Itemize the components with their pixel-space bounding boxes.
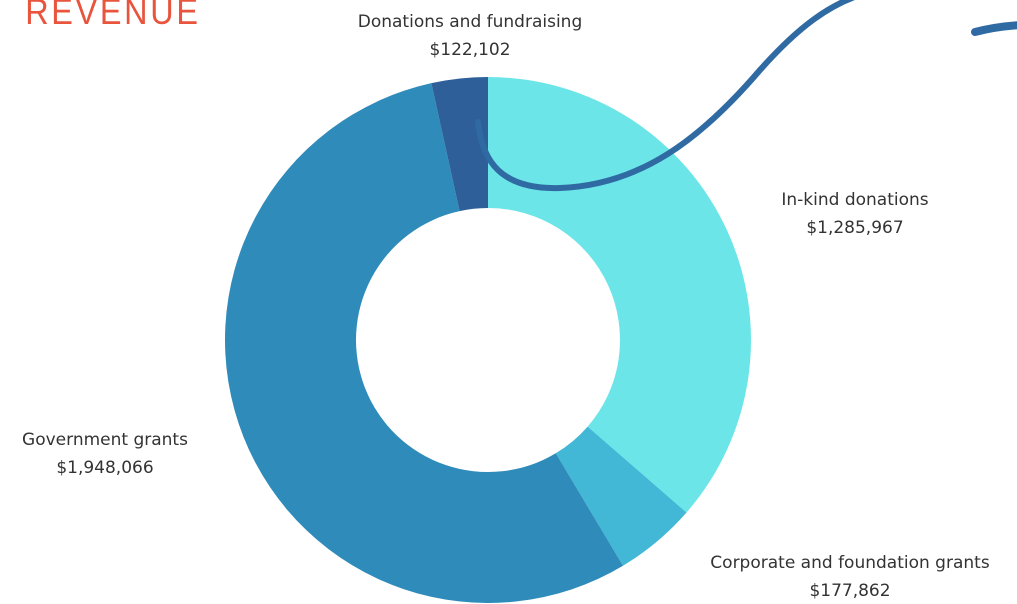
slice-label: Donations and fundraising [358,12,583,32]
slice-label: Corporate and foundation grants [710,553,990,573]
slice-value-label: $1,285,967 [806,218,903,238]
donut-slice [225,83,623,603]
decorative-curve [971,21,1017,36]
donut-slice [555,426,687,566]
decorative-curve [475,0,855,192]
chart-title: REVENUE [25,0,200,32]
slice-label: In-kind donations [781,190,928,210]
slice-value-label: $1,948,066 [56,458,153,478]
slice-value-label: $177,862 [809,581,890,601]
slice-value-label: $122,102 [429,40,510,60]
labels: In-kind donations $1,285,967 Corporate and… [22,12,990,601]
donut-slice [431,77,488,212]
slice-label: Government grants [22,430,188,450]
donut-slice [488,77,751,513]
